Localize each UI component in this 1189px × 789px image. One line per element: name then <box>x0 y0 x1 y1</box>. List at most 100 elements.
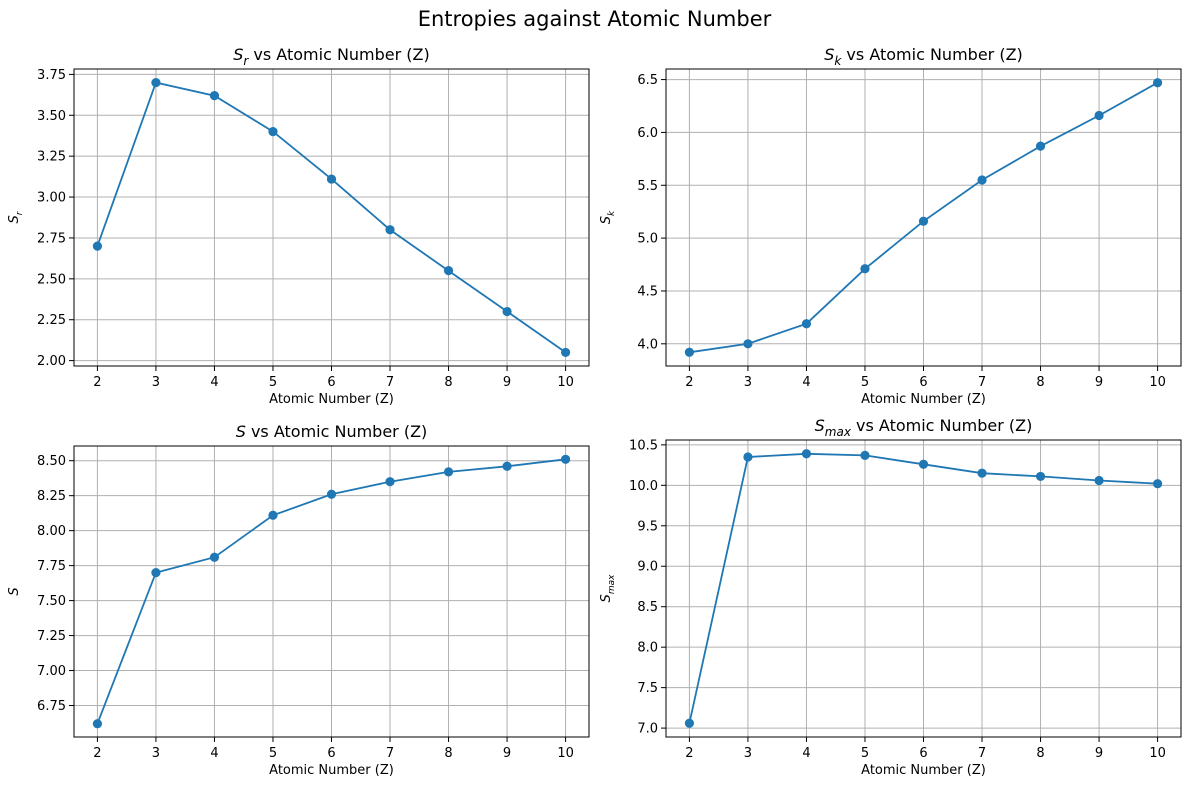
y-tick-label: 3.25 <box>37 150 66 165</box>
y-tick-label: 5.0 <box>637 232 658 247</box>
y-tick-label: 6.75 <box>37 699 66 714</box>
data-point <box>1094 475 1104 486</box>
y-tick-label: 2.25 <box>37 313 66 328</box>
data-point <box>151 568 161 578</box>
x-tick-label: 5 <box>861 375 869 390</box>
y-axis-label: Smax <box>599 574 617 603</box>
y-tick-label: 9.5 <box>637 519 658 534</box>
data-point <box>502 306 512 317</box>
y-tick-label: 8.0 <box>637 641 658 656</box>
data-point <box>443 266 454 276</box>
x-tick-label: 9 <box>1095 375 1103 390</box>
data-point <box>326 174 337 184</box>
y-tick-label: 5.5 <box>637 179 658 194</box>
y-axis-label: Sk <box>599 210 617 224</box>
y-tick-label: 7.00 <box>37 664 66 679</box>
subplot-title: S vs Atomic Number (Z) <box>236 422 428 441</box>
x-tick-label: 2 <box>685 375 693 390</box>
y-tick-label: 6.5 <box>637 73 658 88</box>
x-tick-label: 5 <box>861 746 869 761</box>
data-point <box>977 468 987 478</box>
data-point <box>860 450 870 460</box>
data-point <box>1152 479 1163 489</box>
x-tick-label: 10 <box>557 375 574 390</box>
x-tick-label: 4 <box>210 746 218 761</box>
subplot-title: Sr vs Atomic Number (Z) <box>233 45 430 68</box>
x-tick-label: 6 <box>919 746 927 761</box>
y-tick-label: 2.50 <box>37 272 66 287</box>
y-axis-label: Sr <box>7 210 25 223</box>
x-tick-label: 7 <box>978 375 986 390</box>
y-axis-label: S <box>7 587 22 595</box>
data-point <box>151 77 161 88</box>
y-tick-label: 4.5 <box>637 284 658 299</box>
data-point <box>977 175 987 185</box>
data-point <box>92 241 103 251</box>
data-point <box>801 449 812 459</box>
data-point <box>385 477 395 487</box>
x-tick-label: 9 <box>503 375 511 390</box>
x-tick-label: 3 <box>744 375 752 390</box>
y-tick-label: 8.50 <box>37 454 66 469</box>
x-tick-label: 10 <box>1149 746 1166 761</box>
y-tick-label: 7.50 <box>37 594 66 609</box>
x-tick-label: 7 <box>978 746 986 761</box>
data-point <box>385 225 395 235</box>
x-tick-label: 5 <box>269 375 277 390</box>
x-tick-label: 5 <box>269 746 277 761</box>
x-tick-label: 6 <box>327 746 335 761</box>
data-point <box>1094 110 1104 121</box>
y-tick-label: 7.5 <box>637 681 658 696</box>
data-point <box>1035 141 1046 151</box>
subplot-3: 2 3 4 5 6 7 8 9 10 6.75 7.00 7.25 7.50 7.75 8.00 8.25 8.… <box>7 422 590 778</box>
x-tick-label: 7 <box>386 746 394 761</box>
subplot-2: 2 3 4 5 6 7 8 9 10 4.0 4.5 5.0 5.5 6.0 6.5 Sk vs Atomic… <box>599 45 1182 407</box>
x-tick-label: 7 <box>386 375 394 390</box>
data-point <box>860 264 870 274</box>
data-point <box>743 339 753 349</box>
x-tick-label: 3 <box>744 746 752 761</box>
y-tick-label: 7.25 <box>37 629 66 644</box>
x-tick-label: 9 <box>503 746 511 761</box>
data-point <box>502 461 512 471</box>
y-tick-label: 8.25 <box>37 489 66 504</box>
x-tick-label: 8 <box>444 375 452 390</box>
subplot-title: Sk vs Atomic Number (Z) <box>824 45 1023 68</box>
data-point <box>209 91 220 101</box>
x-tick-label: 8 <box>1036 746 1044 761</box>
subplot-4: 2 3 4 5 6 7 8 9 10 7.0 7.5 8.0 8.5 9.0 9.5 10.0 10.5 Smax… <box>599 416 1182 778</box>
y-tick-label: 2.00 <box>37 354 66 369</box>
data-point <box>326 489 337 499</box>
x-tick-label: 4 <box>210 375 218 390</box>
data-point <box>443 467 454 477</box>
data-point <box>918 216 929 226</box>
x-tick-label: 2 <box>93 375 101 390</box>
y-tick-label: 8.00 <box>37 524 66 539</box>
y-tick-label: 4.0 <box>637 337 658 352</box>
subplot-title: Smax vs Atomic Number (Z) <box>815 416 1033 439</box>
x-tick-label: 10 <box>557 746 574 761</box>
data-point <box>801 319 812 329</box>
y-tick-label: 8.5 <box>637 600 658 615</box>
x-tick-label: 10 <box>1149 375 1166 390</box>
data-point <box>560 454 571 464</box>
data-point <box>209 552 220 562</box>
subplot-1: 2 3 4 5 6 7 8 9 10 2.00 2.25 2.50 2.75 3.00 3.25 3.50 3.… <box>7 45 590 407</box>
y-tick-label: 10.5 <box>629 438 658 453</box>
x-axis-label: Atomic Number (Z) <box>861 392 986 407</box>
x-tick-label: 4 <box>802 375 810 390</box>
data-point <box>1035 471 1046 482</box>
x-tick-label: 2 <box>685 746 693 761</box>
x-axis-label: Atomic Number (Z) <box>861 763 986 778</box>
x-tick-label: 9 <box>1095 746 1103 761</box>
data-point <box>92 719 103 729</box>
y-tick-label: 7.0 <box>637 722 658 737</box>
x-axis-label: Atomic Number (Z) <box>269 763 394 778</box>
x-tick-label: 6 <box>327 375 335 390</box>
y-tick-label: 3.50 <box>37 109 66 124</box>
x-tick-label: 6 <box>919 375 927 390</box>
y-tick-label: 6.0 <box>637 126 658 141</box>
y-tick-label: 9.0 <box>637 560 658 575</box>
figure-title: Entropies against Atomic Number <box>417 7 772 31</box>
